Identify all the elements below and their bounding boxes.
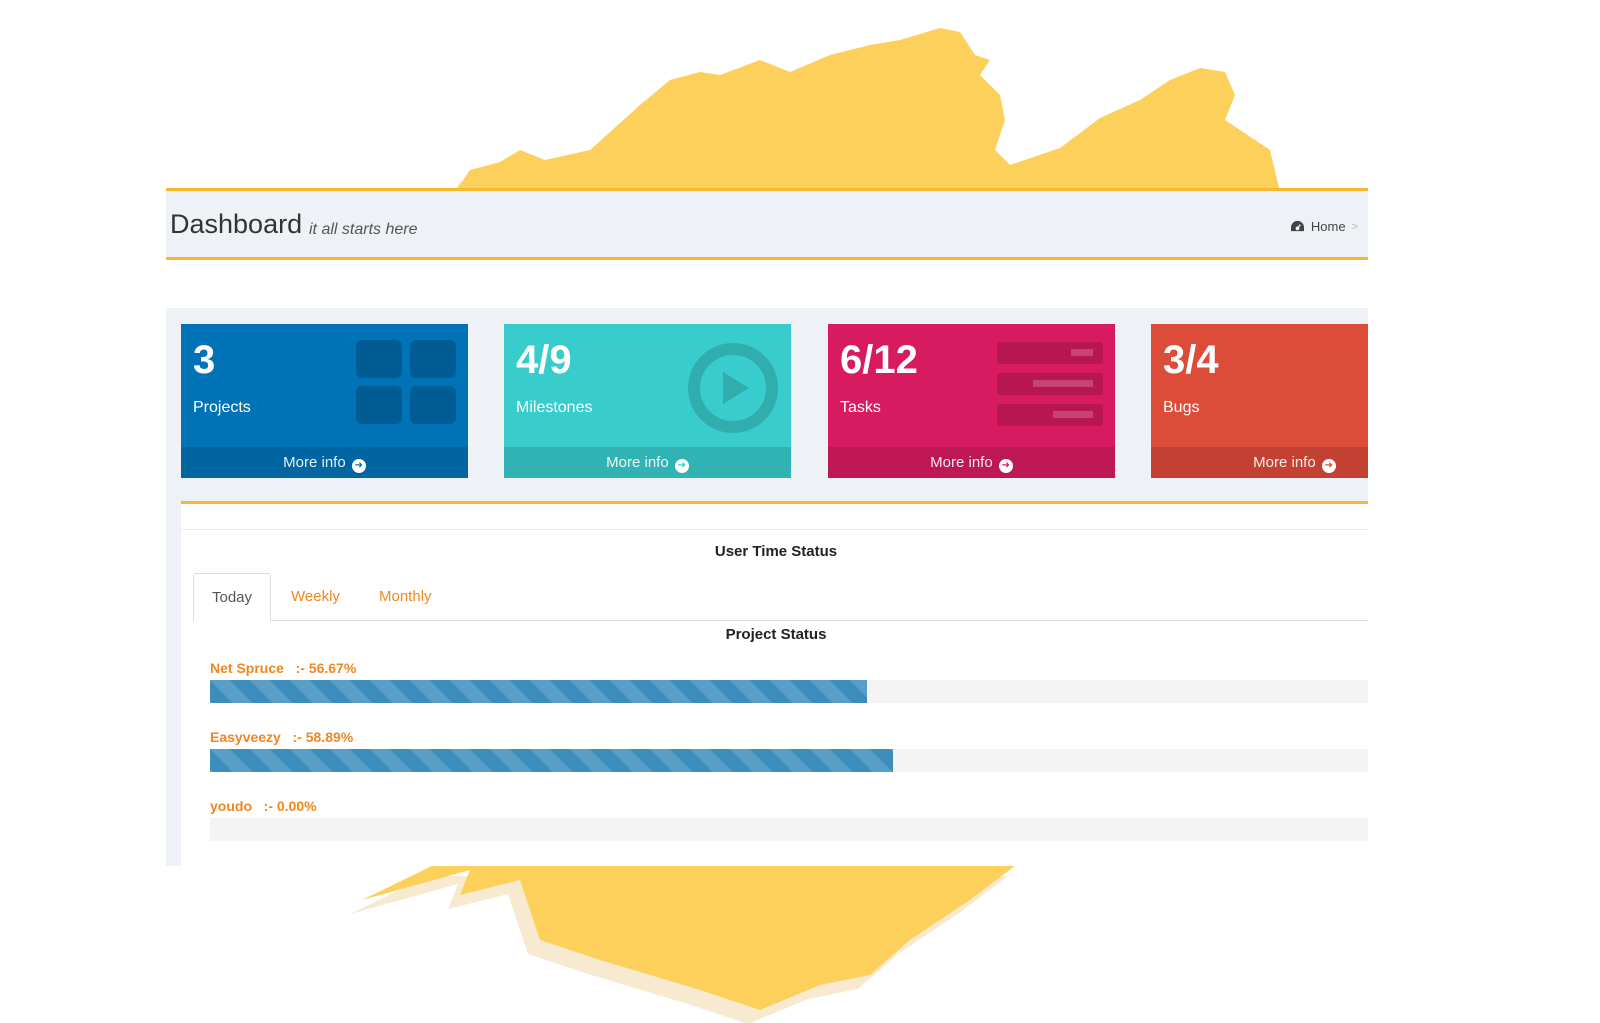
project-progress-label: Net Spruce :- 56.67% — [210, 660, 356, 676]
project-name: Easyveezy — [210, 729, 281, 745]
project-name: youdo — [210, 798, 252, 814]
projects-label: Projects — [193, 399, 251, 416]
tab-weekly[interactable]: Weekly — [291, 588, 340, 605]
project-progress-label: Easyveezy :- 58.89% — [210, 729, 353, 745]
tasks-count: 6/12 — [840, 338, 918, 382]
milestones-label: Milestones — [516, 399, 593, 416]
user-time-status-title: User Time Status — [714, 543, 838, 560]
user-time-status-panel: User Time Status Today Weekly Monthly Pr… — [181, 501, 1368, 866]
header-spacer — [166, 263, 1368, 308]
content-header: Dashboard it all starts here Home > — [166, 191, 1368, 260]
arrow-circle-right-icon: ➜ — [998, 459, 1013, 473]
tasks-more-info-link[interactable]: More info ➜ — [828, 447, 1115, 478]
project-progress-bar — [210, 680, 1368, 703]
arrow-circle-right-icon: ➜ — [674, 459, 689, 473]
more-info-label: More info — [606, 454, 669, 471]
bugs-label: Bugs — [1163, 399, 1200, 416]
arrow-circle-right-icon: ➜ — [351, 459, 366, 473]
bugs-more-info-link[interactable]: More info ➜ — [1151, 447, 1368, 478]
dashboard-window: Dashboard it all starts here Home > 3 Pr… — [166, 188, 1368, 866]
panel-divider — [181, 529, 1368, 530]
page-subtitle: it all starts here — [309, 221, 418, 238]
project-progress-bar — [210, 818, 1368, 841]
projects-box: 3 Projects More info ➜ — [181, 324, 468, 478]
breadcrumb-separator: > — [1351, 220, 1358, 233]
time-tabs: Today Weekly Monthly — [193, 573, 1368, 622]
project-progress-bar — [210, 749, 1368, 772]
arrow-circle-right-icon: ➜ — [1321, 459, 1336, 473]
milestones-more-info-link[interactable]: More info ➜ — [504, 447, 791, 478]
progress-fill — [210, 749, 894, 772]
project-progress-label: youdo :- 0.00% — [210, 798, 317, 814]
projects-count: 3 — [193, 338, 216, 382]
page-title: Dashboard — [170, 209, 303, 239]
tasks-box: 6/12 Tasks More info ➜ — [828, 324, 1115, 478]
list-icon — [997, 342, 1103, 426]
project-percent: :- 58.89% — [292, 729, 354, 745]
more-info-label: More info — [930, 454, 993, 471]
projects-more-info-link[interactable]: More info ➜ — [181, 447, 468, 478]
more-info-label: More info — [283, 454, 346, 471]
dashboard-icon — [1290, 220, 1304, 232]
project-status-title: Project Status — [725, 626, 827, 643]
project-name: Net Spruce — [210, 660, 284, 676]
project-percent: :- 0.00% — [263, 798, 317, 814]
milestones-box: 4/9 Milestones More info ➜ — [504, 324, 791, 478]
play-circle-icon — [688, 343, 778, 433]
tab-monthly[interactable]: Monthly — [379, 588, 432, 605]
more-info-label: More info — [1253, 454, 1316, 471]
project-percent: :- 56.67% — [295, 660, 357, 676]
tab-today[interactable]: Today — [193, 573, 272, 622]
milestones-count: 4/9 — [516, 338, 572, 382]
grid-icon — [356, 340, 456, 424]
breadcrumb-home-link[interactable]: Home — [1310, 219, 1346, 234]
tasks-label: Tasks — [840, 399, 881, 416]
progress-fill — [210, 680, 868, 703]
bugs-count: 3/4 — [1163, 338, 1219, 382]
bugs-box: 3/4 Bugs More info ➜ — [1151, 324, 1368, 478]
breadcrumb: Home > — [1290, 219, 1358, 234]
